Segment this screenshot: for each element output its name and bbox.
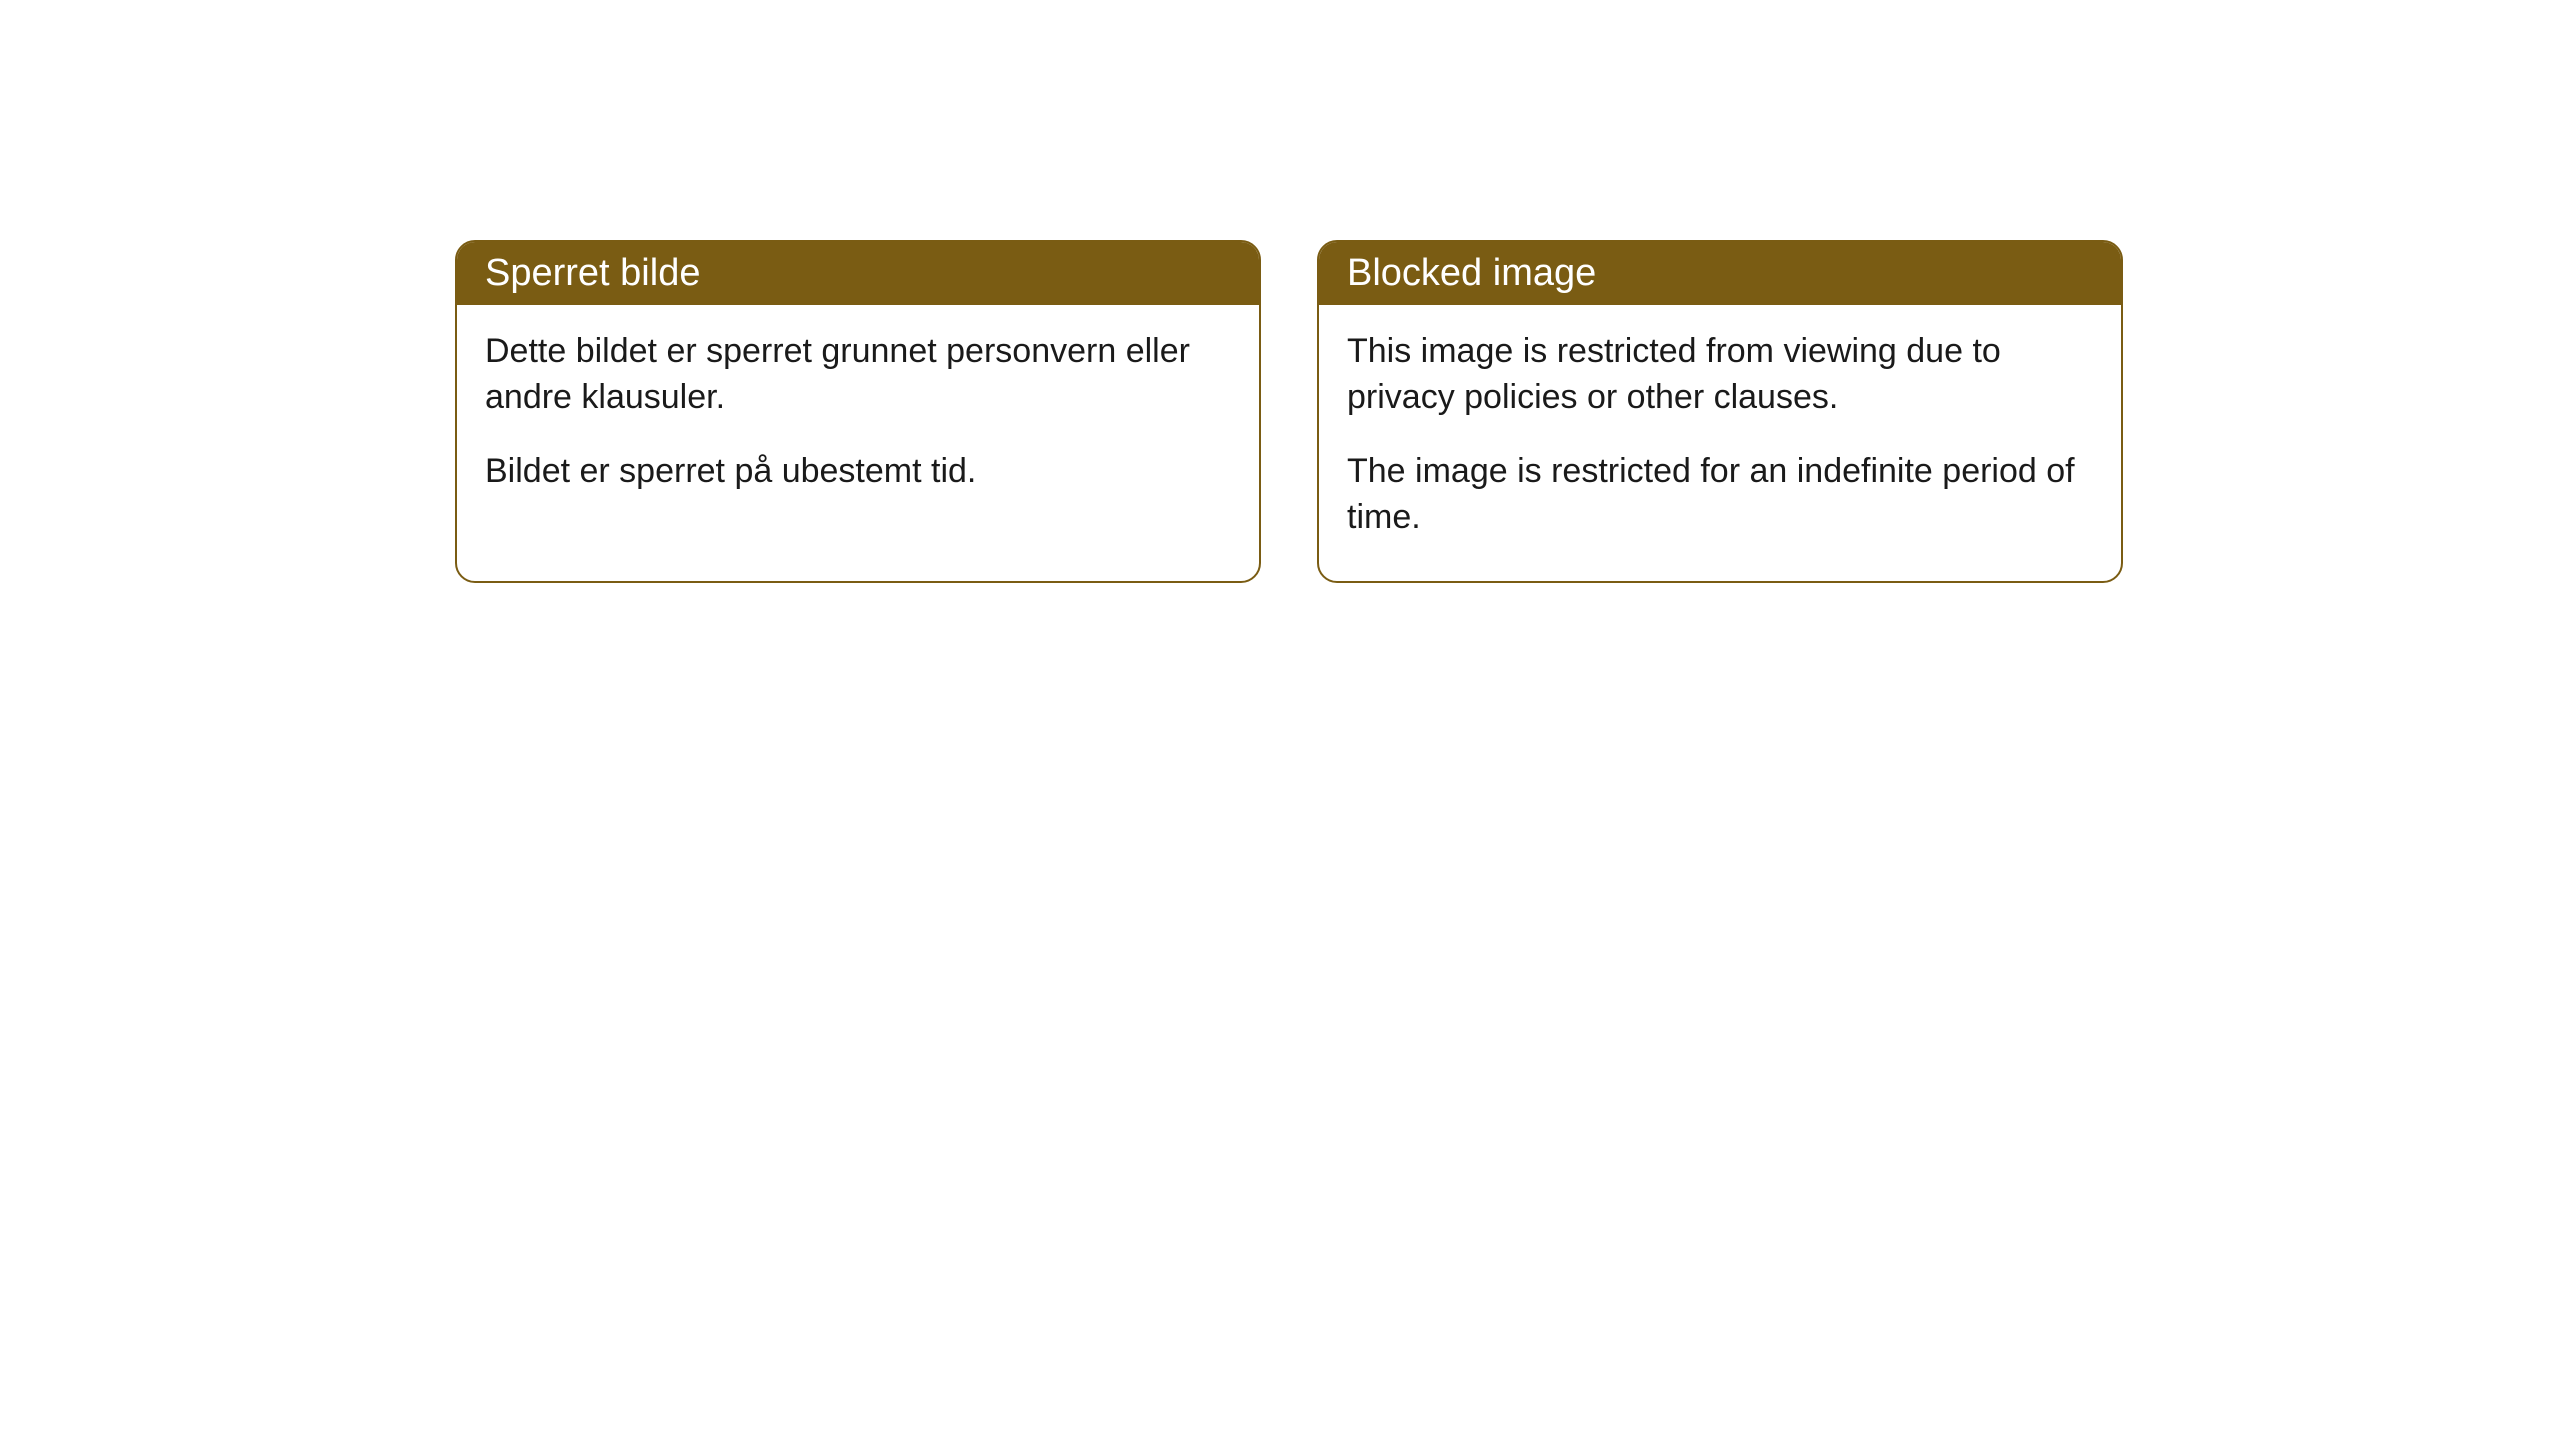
card-header: Sperret bilde [457,242,1259,305]
notice-paragraph-1: Dette bildet er sperret grunnet personve… [485,329,1231,421]
card-body: This image is restricted from viewing du… [1319,305,2121,581]
notice-paragraph-1: This image is restricted from viewing du… [1347,329,2093,421]
notice-cards-row: Sperret bilde Dette bildet er sperret gr… [455,240,2560,583]
notice-card-english: Blocked image This image is restricted f… [1317,240,2123,583]
notice-paragraph-2: The image is restricted for an indefinit… [1347,449,2093,541]
card-body: Dette bildet er sperret grunnet personve… [457,305,1259,535]
card-header: Blocked image [1319,242,2121,305]
card-title: Sperret bilde [485,252,700,294]
card-title: Blocked image [1347,252,1596,294]
notice-card-norwegian: Sperret bilde Dette bildet er sperret gr… [455,240,1261,583]
notice-paragraph-2: Bildet er sperret på ubestemt tid. [485,449,1231,495]
